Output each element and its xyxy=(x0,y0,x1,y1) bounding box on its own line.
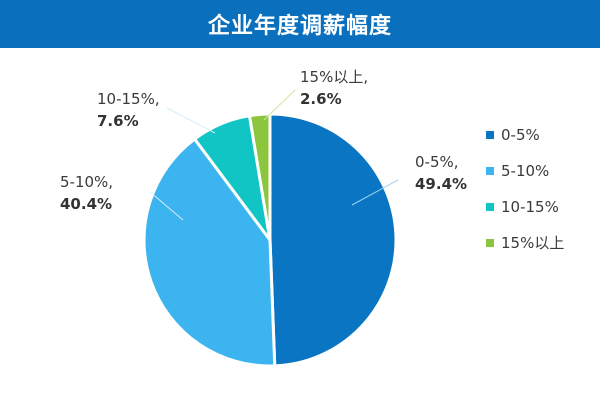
legend-swatch-4 xyxy=(486,239,494,247)
legend-label-3: 10-15% xyxy=(501,198,559,216)
leader-line-3 xyxy=(166,107,216,134)
pie-slices xyxy=(142,112,398,368)
data-label-name-1: 0-5%, xyxy=(415,153,459,171)
leader-line-1 xyxy=(351,179,399,206)
leader-line-4 xyxy=(263,89,296,121)
data-label-value-4: 2.6% xyxy=(300,90,342,108)
leader-line-2 xyxy=(149,191,184,221)
pie-slice-2 xyxy=(142,137,277,368)
data-label-name-3: 10-15%, xyxy=(97,90,160,108)
title-bar: 企业年度调薪幅度 xyxy=(0,0,600,48)
legend-label-1: 0-5% xyxy=(501,126,540,144)
data-label-value-3: 7.6% xyxy=(97,112,139,130)
legend-label-2: 5-10% xyxy=(501,162,549,180)
data-label-name-2: 5-10%, xyxy=(60,173,113,191)
data-labels: 0-5%, 49.4% 5-10%, 40.4% 10-15%, 7.6% 15%以上, 2.… xyxy=(60,68,467,213)
pie-slice-1 xyxy=(268,112,398,368)
legend-swatch-3 xyxy=(486,203,494,211)
data-label-value-1: 49.4% xyxy=(415,175,467,193)
data-label-name-4: 15%以上, xyxy=(300,68,368,86)
legend-swatch-1 xyxy=(486,131,494,139)
legend-swatch-2 xyxy=(486,167,494,175)
legend: 0-5% 5-10% 10-15% 15%以上 xyxy=(486,126,564,252)
leader-lines xyxy=(149,89,399,221)
chart-title: 企业年度调薪幅度 xyxy=(207,14,392,39)
data-label-value-2: 40.4% xyxy=(60,195,112,213)
legend-label-4: 15%以上 xyxy=(501,234,564,252)
